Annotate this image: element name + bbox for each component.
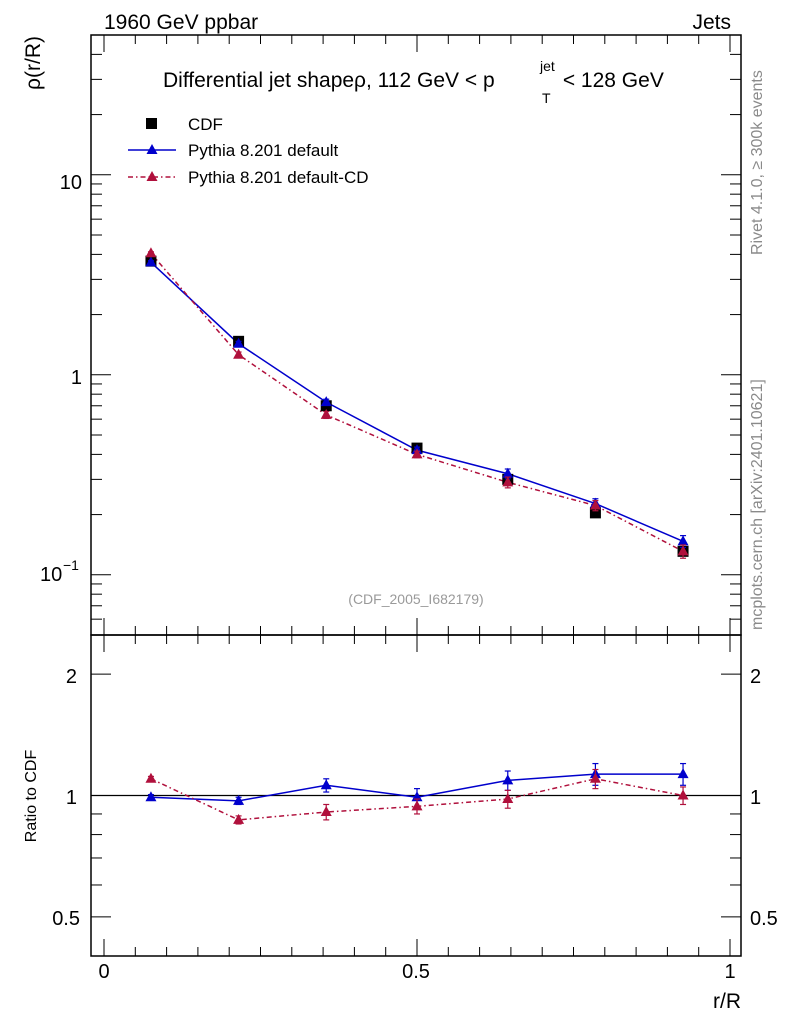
ratio-ytick-label-2: 2 — [66, 666, 77, 688]
ratio-y-axis-title: Ratio to CDF — [23, 750, 40, 843]
main-series-2-point-2 — [320, 408, 332, 419]
ratio-ytick-label-1-right: 1 — [750, 787, 761, 809]
main-y-axis-title: ρ(r/R) — [22, 36, 45, 90]
main-ytick-label-1: 1 — [71, 367, 82, 389]
xtick-label-1: 1 — [724, 961, 735, 983]
title-subscript: T — [542, 90, 551, 106]
legend: CDF Pythia 8.201 default Pythia 8.201 de… — [128, 115, 369, 187]
ratio-series-1-point-1 — [233, 813, 245, 824]
ratio-series-1-point-6 — [677, 789, 689, 800]
legend-default-label: Pythia 8.201 default — [188, 141, 339, 160]
main-ytick-label-10: 10 — [60, 172, 82, 194]
rivet-version-label: Rivet 4.1.0, ≥ 300k events — [749, 70, 766, 255]
main-series-1-point-4 — [502, 467, 514, 478]
main-series-1-point-0 — [145, 256, 157, 267]
main-series-1-point-2 — [320, 396, 332, 407]
main-series-2-point-0 — [145, 247, 157, 258]
main-series-line-1 — [150, 261, 684, 543]
ratio-series-1-point-5 — [589, 772, 601, 783]
ratio-data-layer — [91, 762, 741, 825]
title-main-part: Differential jet shapeρ, 112 GeV < p — [163, 69, 495, 92]
main-axis-ticks — [91, 34, 741, 636]
ratio-panel: Ratio to CDF 2 1 0.5 2 1 0.5 0 0.5 1 r/R — [23, 634, 778, 1013]
legend-cdf-marker — [146, 118, 157, 129]
mcplots-label: mcplots.cern.ch [arXiv:2401.10621] — [749, 379, 766, 630]
ratio-series-0-point-6 — [677, 768, 689, 779]
legend-cd-marker — [146, 171, 158, 181]
main-panel: ρ(r/R) 10 1 10 −1 Differential jet shape… — [22, 34, 742, 636]
legend-cd-label: Pythia 8.201 default-CD — [188, 168, 369, 187]
ratio-series-1-point-3 — [411, 800, 423, 811]
header-jets-label: Jets — [692, 11, 731, 34]
title-tail-part: < 128 GeV — [557, 69, 664, 92]
legend-default-marker — [146, 144, 158, 154]
ratio-series-0-point-0 — [145, 791, 157, 802]
main-series-1-point-1 — [233, 337, 245, 348]
title-superscript: jet — [539, 58, 555, 74]
xtick-label-0.5: 0.5 — [402, 961, 430, 983]
header-energy-label: 1960 GeV ppbar — [104, 11, 258, 34]
main-series-2-point-4 — [502, 476, 514, 487]
ratio-series-0-point-1 — [233, 794, 245, 805]
ratio-ytick-label-1: 1 — [66, 787, 77, 809]
main-series-1-point-6 — [677, 535, 689, 546]
main-series-2-point-3 — [411, 448, 423, 459]
ratio-ytick-label-0.5-right: 0.5 — [750, 908, 778, 930]
main-cdf-point-5 — [589, 507, 601, 519]
analysis-watermark: (CDF_2005_I682179) — [348, 591, 483, 607]
main-series-2-point-1 — [233, 348, 245, 359]
ratio-series-1-point-4 — [502, 793, 514, 804]
ratio-series-1-point-0 — [145, 772, 157, 783]
main-series-2-point-5 — [589, 499, 601, 510]
main-ytick-label-0.1: 10 −1 — [40, 557, 79, 586]
ratio-series-1-point-2 — [320, 806, 332, 817]
main-plot-title: Differential jet shapeρ, 112 GeV < p — [163, 69, 495, 92]
ratio-ytick-label-2-right: 2 — [750, 666, 761, 688]
ratio-series-0-point-4 — [502, 774, 514, 785]
x-axis-title: r/R — [713, 990, 741, 1013]
main-ytick-label-0.1-base: 10 — [40, 564, 62, 586]
ratio-series-0-point-2 — [320, 779, 332, 790]
main-ytick-label-0.1-exp: −1 — [63, 557, 79, 573]
main-data-layer — [145, 247, 689, 559]
main-series-2-point-6 — [677, 545, 689, 556]
ratio-ytick-label-0.5: 0.5 — [52, 908, 80, 930]
xtick-label-0: 0 — [98, 961, 109, 983]
legend-cdf-label: CDF — [188, 115, 223, 134]
